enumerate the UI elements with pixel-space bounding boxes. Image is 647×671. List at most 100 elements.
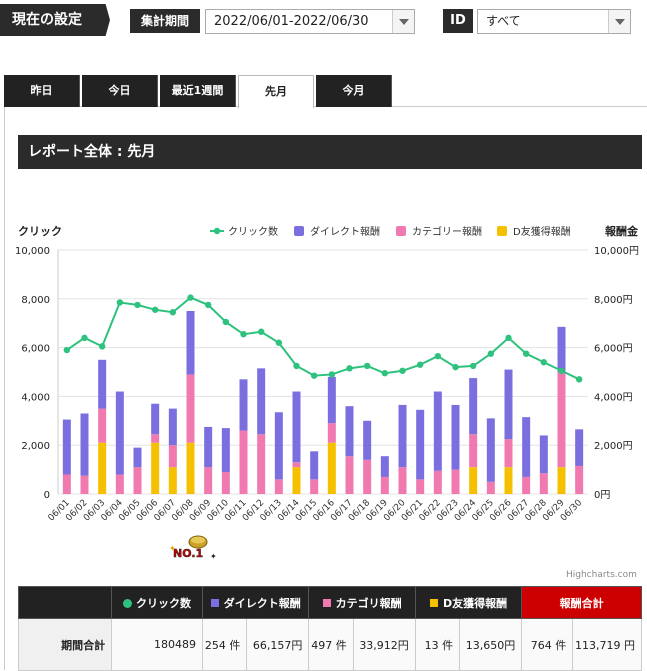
clicks-point: [81, 334, 88, 342]
report-chart: 0 0円 2,000 2,000円 4,000 4,000円 6,000 6,000円 8,00…: [15, 224, 639, 523]
clicks-point: [381, 370, 389, 377]
right-tick-label: 10,000円: [594, 246, 639, 257]
header-direct: ダイレクト報酬: [201, 586, 310, 619]
table-row: 期間合計 180489 254 件 66,157円 497 件 33,912円 …: [17, 618, 642, 671]
right-axis-title: 報酬金: [605, 224, 639, 238]
direct-bar: [168, 408, 177, 446]
chart-grid: [57, 249, 588, 495]
pink-square-icon: [322, 598, 331, 607]
clicks-point: [134, 301, 141, 309]
clicks-point: [257, 328, 265, 335]
direct-count: 254 件: [201, 618, 248, 671]
legend-entry: D友獲得報酬: [513, 225, 571, 238]
dfriend-bar: [469, 467, 478, 494]
legend-square-icon: [497, 226, 507, 236]
direct-bar: [204, 426, 213, 468]
header-blank: [17, 586, 113, 619]
category-bar: [451, 469, 460, 494]
clicks-point: [98, 343, 106, 350]
category-bar: [98, 408, 107, 443]
clicks-point: [540, 359, 548, 366]
direct-bar: [257, 368, 266, 435]
left-axis-title: クリック: [18, 225, 62, 238]
clicks-point: [363, 362, 371, 370]
clicks-point: [328, 371, 336, 378]
category-bar: [62, 474, 71, 494]
category-bar: [204, 467, 213, 494]
dfriend-amount: 13,650円: [459, 618, 523, 671]
tab-yesterday[interactable]: 昨日: [4, 75, 80, 107]
period-value: 2022/06/01-2022/06/30: [214, 14, 369, 29]
tab-last-week[interactable]: 最近1週間: [160, 75, 236, 107]
id-label: ID: [443, 9, 473, 33]
chart-credits[interactable]: Highcharts.com: [566, 570, 637, 580]
left-tick-label: 6,000: [21, 344, 50, 355]
clicks-point: [169, 309, 177, 316]
legend-entry: クリック数: [228, 225, 278, 238]
clicks-point: [416, 361, 424, 368]
direct-bar: [62, 419, 71, 475]
direct-bar: [345, 406, 354, 457]
direct-bar: [486, 418, 495, 482]
summary-table: クリック数 ダイレクト報酬 カテゴリ報酬 D友獲得報酬 報酬合計 期間合計 18…: [17, 586, 642, 671]
id-select[interactable]: すべて: [477, 9, 631, 34]
badge-text: NO.1: [173, 547, 203, 560]
chevron-down-icon[interactable]: [608, 10, 630, 33]
left-tick-label: 2,000: [21, 441, 50, 452]
left-tick-label: 0: [44, 490, 50, 501]
dfriend-bar: [151, 442, 160, 494]
direct-bar: [522, 417, 531, 477]
clicks-line: [63, 294, 583, 383]
summary-header-row: クリック数 ダイレクト報酬 カテゴリ報酬 D友獲得報酬 報酬合計: [17, 586, 642, 619]
clicks-point: [293, 362, 300, 370]
category-bar: [221, 472, 230, 494]
category-bar: [239, 430, 248, 494]
yellow-square-icon: [429, 598, 438, 607]
chevron-down-icon[interactable]: [392, 10, 414, 33]
category-bar: [416, 479, 425, 494]
clicks-point: [151, 306, 159, 313]
clicks-point: [575, 376, 583, 383]
dfriend-bar: [98, 442, 107, 494]
tab-this-month[interactable]: 今月: [316, 75, 392, 107]
settings-bar: 現在の設定 集計期間 2022/06/01-2022/06/30 ID すべて: [0, 0, 647, 40]
tab-today[interactable]: 今日: [82, 75, 158, 107]
header-dfriend: D友獲得報酬: [414, 586, 523, 619]
clicks-point: [187, 294, 194, 301]
category-bar: [257, 434, 266, 494]
green-dot-icon: [123, 598, 133, 608]
tab-last-month[interactable]: 先月: [238, 75, 314, 108]
report-title: レポート全体 : 先月: [18, 135, 642, 169]
clicks-point: [310, 372, 318, 379]
category-bar: [433, 470, 442, 494]
clicks-point: [346, 365, 353, 372]
category-bar: [115, 474, 124, 494]
category-bar: [151, 434, 160, 443]
category-count: 497 件: [308, 618, 354, 671]
clicks-point: [222, 318, 230, 326]
direct-amount: 66,157円: [246, 618, 310, 671]
total-count: 764 件: [521, 618, 574, 671]
direct-bar: [133, 447, 142, 468]
legend-square-icon: [396, 226, 406, 236]
direct-bar: [80, 413, 89, 476]
direct-bar: [186, 311, 195, 375]
right-tick-label: 4,000円: [594, 392, 633, 403]
category-bar: [575, 465, 584, 494]
clicks-total: 180489: [111, 618, 203, 671]
right-tick-label: 6,000円: [594, 344, 633, 355]
category-amount: 33,912円: [352, 618, 416, 671]
current-settings-label: 現在の設定: [0, 4, 110, 36]
dfriend-bar: [292, 467, 301, 494]
category-bar: [557, 372, 566, 468]
direct-bar: [539, 435, 548, 474]
period-select[interactable]: 2022/06/01-2022/06/30: [205, 9, 415, 34]
category-bar: [186, 374, 195, 443]
category-bar: [539, 473, 548, 494]
clicks-point: [204, 301, 212, 309]
header-category: カテゴリ報酬: [308, 586, 416, 619]
category-bar: [274, 479, 283, 494]
direct-bar: [239, 379, 248, 431]
direct-bar: [310, 451, 319, 480]
left-tick-label: 8,000: [21, 295, 50, 306]
